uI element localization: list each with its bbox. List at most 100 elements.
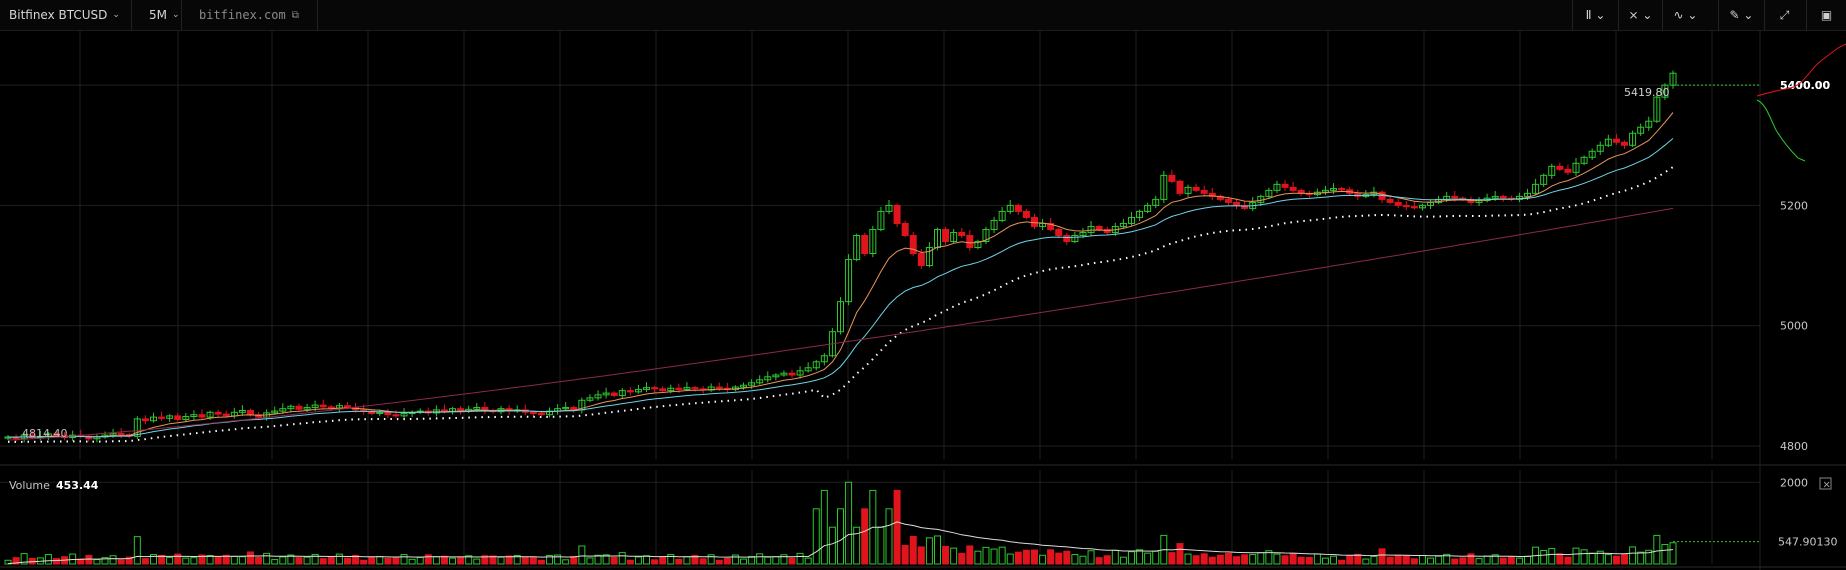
volume-bar	[618, 552, 626, 565]
candle-body	[327, 406, 335, 409]
volume-bar	[117, 559, 125, 565]
volume-bar	[1653, 534, 1661, 565]
screenshot-button[interactable]: ▣	[1806, 0, 1846, 30]
candle-body	[1418, 204, 1426, 209]
candle-body	[1394, 201, 1402, 206]
price-tick-label: 5400.00	[1780, 79, 1830, 92]
drawing-button[interactable]: ✎ ⌄	[1718, 0, 1764, 30]
site-link[interactable]: bitfinex.com ⧉	[190, 0, 318, 30]
candle-body	[174, 415, 182, 421]
volume-bar	[1281, 555, 1289, 565]
candle-body	[117, 432, 125, 436]
candle-body	[1160, 174, 1168, 200]
candle-body	[594, 394, 602, 399]
compare-button[interactable]: ∿ ⌄	[1662, 0, 1708, 30]
volume-bar	[1030, 549, 1038, 565]
fullscreen-button[interactable]: ⤢	[1764, 0, 1804, 30]
volume-bar	[1483, 555, 1491, 565]
candle-body	[1233, 201, 1241, 206]
volume-bar	[885, 508, 893, 565]
candle-body	[885, 204, 893, 212]
candle-body	[238, 409, 246, 413]
volume-bar	[1588, 552, 1596, 565]
candle-body	[845, 259, 853, 303]
volume-bar	[255, 556, 263, 565]
volume-bar	[1427, 557, 1435, 565]
volume-bar	[408, 558, 416, 565]
volume-bar	[335, 553, 343, 565]
volume-ma-line	[7, 521, 1674, 565]
indicators-button[interactable]: ⨯ ⌄	[1618, 0, 1662, 30]
volume-bar	[1621, 553, 1629, 565]
last-price-label: 5419.80	[1624, 86, 1670, 99]
candle-body	[1621, 141, 1629, 146]
volume-bar	[909, 535, 917, 565]
volume-bar	[1192, 555, 1200, 565]
candle-body	[958, 231, 966, 236]
volume-bar	[1233, 556, 1241, 565]
symbol-selector[interactable]: Bitfinex BTCUSD ⌄	[0, 0, 132, 30]
volume-bar	[141, 558, 149, 565]
volume-bar	[1669, 542, 1677, 565]
volume-bar	[1006, 553, 1014, 565]
bar-type-button[interactable]: Ⅱ ⌄	[1572, 0, 1618, 30]
volume-bar	[1330, 555, 1338, 565]
volume-bar	[376, 555, 384, 565]
volume-bar	[643, 555, 651, 565]
volume-bar	[1095, 557, 1103, 565]
candle-body	[1030, 216, 1038, 227]
sma-long-line	[7, 207, 1674, 441]
candle-body	[837, 301, 844, 333]
screenshot-icon: ▣	[1820, 8, 1833, 22]
candle-body	[853, 234, 861, 261]
volume-bar	[626, 559, 634, 565]
candle-body	[1321, 189, 1329, 193]
volume-bar	[1144, 552, 1152, 565]
volume-bar	[1540, 550, 1548, 565]
candle-body	[255, 414, 263, 418]
volume-bar	[537, 559, 545, 565]
indicators-icon: ⨯ ⌄	[1628, 8, 1653, 22]
volume-bar	[1596, 550, 1604, 565]
candle-body	[804, 367, 812, 372]
volume-bar	[440, 555, 448, 565]
candle-body	[1200, 189, 1208, 194]
volume-bar	[12, 557, 20, 565]
price-tick-label: 4800	[1780, 440, 1808, 453]
volume-bar	[1637, 551, 1645, 565]
candle-body	[626, 390, 634, 393]
volume-bar	[166, 556, 174, 565]
candle-body	[1273, 183, 1281, 191]
volume-bar	[52, 558, 60, 565]
volume-bar	[764, 556, 772, 565]
candle-body	[812, 361, 820, 369]
volume-bar	[1410, 558, 1418, 565]
candle-body	[1184, 186, 1192, 194]
candle-body	[1063, 234, 1071, 242]
candle-body	[820, 355, 828, 363]
volume-bar	[214, 556, 222, 565]
volume-bar	[473, 558, 481, 565]
volume-bar	[295, 557, 303, 565]
candle-body	[748, 382, 756, 386]
volume-bar	[44, 554, 52, 565]
candle-body	[602, 392, 610, 396]
candle-body	[586, 397, 594, 401]
volume-bar	[1346, 555, 1354, 565]
volume-bar	[1297, 556, 1305, 565]
volume-bar	[974, 550, 982, 565]
ema-fast-line	[7, 112, 1674, 438]
volume-bar	[1499, 557, 1507, 565]
volume-bar	[1604, 554, 1612, 565]
volume-bar	[125, 556, 133, 565]
volume-bar	[723, 557, 731, 565]
volume-bar	[1168, 552, 1176, 565]
candle-body	[1540, 174, 1548, 185]
volume-bar	[1079, 555, 1087, 565]
interval-selector[interactable]: 5M ⌄	[140, 0, 182, 30]
volume-bar	[740, 558, 748, 565]
volume-close-button[interactable]	[1819, 477, 1832, 490]
current-price-label: 5400.00	[1780, 79, 1830, 92]
bar-type-icon: Ⅱ ⌄	[1585, 8, 1606, 22]
